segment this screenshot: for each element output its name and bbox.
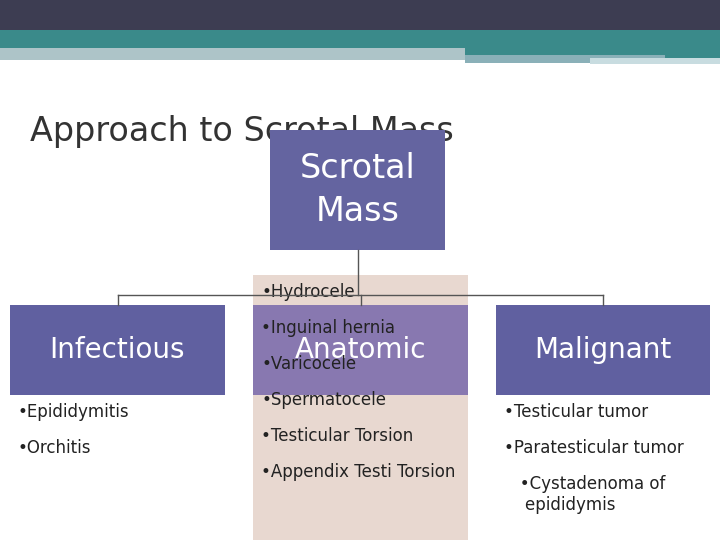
Text: Scrotal
Mass: Scrotal Mass [300, 152, 415, 228]
Text: •Cystadenoma of
    epididymis: •Cystadenoma of epididymis [504, 475, 665, 514]
Text: Infectious: Infectious [50, 336, 185, 364]
Bar [0, 48, 465, 60]
Bar [590, 58, 720, 64]
Bar [465, 48, 720, 60]
Bar [465, 55, 665, 63]
Bar [253, 305, 468, 395]
Bar [270, 130, 445, 250]
Text: •Appendix Testi Torsion: •Appendix Testi Torsion [261, 463, 455, 481]
Bar [496, 305, 710, 395]
Bar [0, 30, 720, 48]
Text: •Hydrocele: •Hydrocele [261, 283, 355, 301]
Text: •Varicocele: •Varicocele [261, 355, 356, 373]
Text: •Testicular Torsion: •Testicular Torsion [261, 427, 413, 445]
Text: •Testicular tumor: •Testicular tumor [504, 403, 648, 421]
Text: •Orchitis: •Orchitis [18, 439, 91, 457]
Bar [253, 275, 468, 540]
Text: •Spermatocele: •Spermatocele [261, 391, 386, 409]
Text: •Inguinal hernia: •Inguinal hernia [261, 319, 395, 337]
Text: •Paratesticular tumor: •Paratesticular tumor [504, 439, 684, 457]
Text: Malignant: Malignant [534, 336, 672, 364]
Text: Anatomic: Anatomic [294, 336, 426, 364]
Bar [0, 0, 720, 30]
Bar [10, 305, 225, 395]
Text: Approach to Scrotal Mass: Approach to Scrotal Mass [30, 115, 454, 148]
Text: •Epididymitis: •Epididymitis [18, 403, 130, 421]
